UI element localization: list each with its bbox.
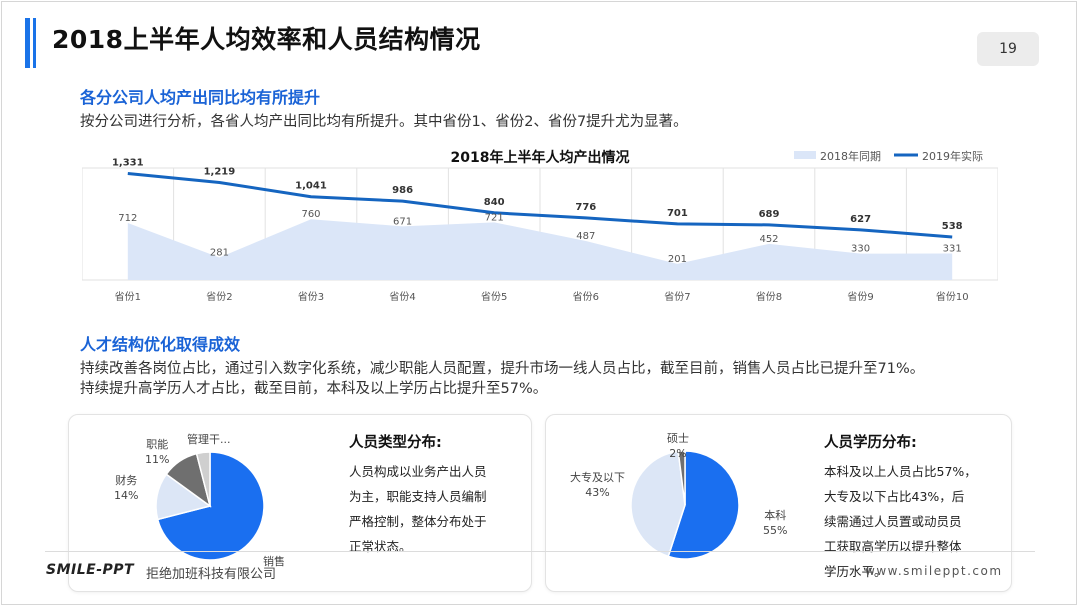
card1-text: 人员构成以业务产出人员 为主，职能支持人员编制 严格控制，整体分布处于 正常状态…: [349, 459, 487, 559]
x-tick-label: 省份9: [847, 290, 873, 303]
x-tick-label: 省份10: [936, 290, 969, 303]
card2-line: 本科及以上人员占比57%，: [824, 464, 977, 479]
line-data-label: 840: [484, 197, 505, 208]
pie2-label-master-pct: 2%: [669, 447, 687, 460]
pie-slice: [677, 450, 686, 506]
pie1-label-admin: 管理干...: [187, 433, 231, 446]
x-tick-label: 省份4: [389, 290, 415, 303]
section2-line2: 持续提升高学历人才占比，截至目前，本科及以上学历占比提升至57%。: [80, 381, 548, 397]
staff-type-card: 管理干... 职能 11% 财务 14% 销售 人员类型分布: 人员构成以业务产…: [68, 414, 532, 592]
area-data-label: 281: [210, 248, 229, 259]
chart-title: 2018年上半年人均产出情况: [451, 149, 630, 166]
card2-line: 大专及以下占比43%，后: [824, 489, 965, 504]
pie-slice: [195, 451, 211, 507]
pie1-label-finance: 财务 14%: [114, 473, 138, 503]
legend-label-2019: 2019年实际: [922, 149, 983, 163]
line-data-label: 1,041: [295, 181, 327, 192]
legend-swatch-2018: [794, 151, 816, 159]
footer-company: 拒绝加班科技有限公司: [146, 567, 277, 582]
page-title: 2018上半年人均效率和人员结构情况: [52, 25, 481, 54]
pie-slice: [630, 450, 686, 558]
line-data-label: 1,331: [112, 158, 144, 169]
line-data-label: 986: [392, 185, 413, 196]
x-tick-label: 省份1: [115, 290, 141, 303]
card2-line: 学历水平。: [824, 564, 887, 579]
page-number-badge: 19: [977, 32, 1039, 66]
area-data-label: 331: [943, 244, 962, 255]
area-data-label: 487: [576, 231, 595, 242]
area-data-label: 671: [393, 216, 412, 227]
line-series-2019: [127, 172, 953, 239]
pie1-label-function-pct: 11%: [145, 453, 170, 466]
area-data-label: 721: [485, 212, 504, 223]
x-tick-label: 省份5: [481, 290, 507, 303]
pie2-label-bachelor-pct: 55%: [763, 524, 788, 537]
line-data-label: 1,219: [204, 166, 236, 177]
pie1-label-sales: 销售: [263, 555, 285, 568]
x-tick-label: 省份6: [573, 290, 599, 303]
card2-heading: 人员学历分布:: [824, 435, 917, 451]
pie1-label-finance-name: 财务: [115, 474, 138, 487]
section2-heading: 人才结构优化取得成效: [80, 335, 241, 354]
card1-line: 人员构成以业务产出人员: [349, 464, 487, 479]
area-data-label: 712: [118, 213, 137, 224]
card1-heading: 人员类型分布:: [349, 435, 442, 451]
pie2-label-college-pct: 43%: [585, 486, 610, 499]
line-chart: 712 281 760 671 721 487 201 452 330 331 1,331 1,219…: [82, 140, 998, 315]
card2-line: 续需通过人员置或动员员: [824, 514, 962, 529]
section1-heading: 各分公司人均产出同比均有所提升: [80, 88, 321, 107]
pie1-label-finance-pct: 14%: [114, 489, 139, 502]
pie2-label-college: 大专及以下 43%: [570, 470, 625, 500]
staff-type-pie: [155, 451, 265, 561]
section2-line1: 持续改善各岗位占比，通过引入数字化系统，减少职能人员配置，提升市场一线人员占比，…: [80, 361, 925, 377]
title-accent-bar: [25, 18, 30, 68]
area-data-label: 760: [301, 209, 320, 220]
education-card: 硕士 2% 大专及以下 43% 本科 55% 人员学历分布: 本科及以上人员占比…: [545, 414, 1012, 592]
chart-svg: 712 281 760 671 721 487 201 452 330 331 1,331 1,219…: [82, 149, 998, 303]
x-tick-label: 省份2: [206, 290, 232, 303]
pie1-label-function-name: 职能: [146, 438, 169, 451]
pie-slice: [667, 450, 740, 560]
legend-label-2018: 2018年同期: [820, 149, 881, 163]
pie1-label-function: 职能 11%: [145, 437, 169, 467]
card1-line: 严格控制，整体分布处于: [349, 514, 487, 529]
education-pie: [630, 450, 740, 560]
line-data-label: 689: [759, 209, 780, 220]
x-tick-label: 省份3: [298, 290, 324, 303]
footer-url[interactable]: www.smileppt.com: [865, 564, 1003, 578]
footer-divider: [45, 551, 1035, 552]
card1-line: 正常状态。: [349, 539, 412, 554]
pie2-label-master: 硕士 2%: [667, 431, 689, 461]
x-tick-label: 省份8: [756, 290, 782, 303]
title-accent-bar-thin: [33, 18, 36, 68]
line-data-label: 627: [850, 214, 871, 225]
line-data-label: 776: [575, 202, 596, 213]
area-series-2018: [127, 219, 953, 280]
card1-line: 为主，职能支持人员编制: [349, 489, 487, 504]
area-data-label: 201: [668, 254, 687, 265]
legend: 2018年同期 2019年实际: [794, 149, 983, 163]
card2-line: 工获取高学历以提升整体: [824, 539, 962, 554]
line-data-label: 538: [942, 221, 963, 232]
x-tick-label: 省份7: [664, 290, 690, 303]
area-data-label: 452: [759, 234, 778, 245]
card2-text: 本科及以上人员占比57%， 大专及以下占比43%，后 续需通过人员置或动员员 工…: [824, 459, 977, 584]
pie2-label-master-name: 硕士: [667, 432, 689, 445]
area-data-label: 330: [851, 244, 870, 255]
line-data-label: 701: [667, 208, 688, 219]
section1-text: 按分公司进行分析，各省人均产出同比均有所提升。其中省份1、省份2、省份7提升尤为…: [80, 114, 688, 130]
pie2-label-bachelor-name: 本科: [764, 509, 787, 522]
footer-logo: SMILE-PPT: [46, 562, 135, 578]
pie2-label-college-name: 大专及以下: [570, 471, 625, 484]
pie2-label-bachelor: 本科 55%: [763, 508, 787, 538]
